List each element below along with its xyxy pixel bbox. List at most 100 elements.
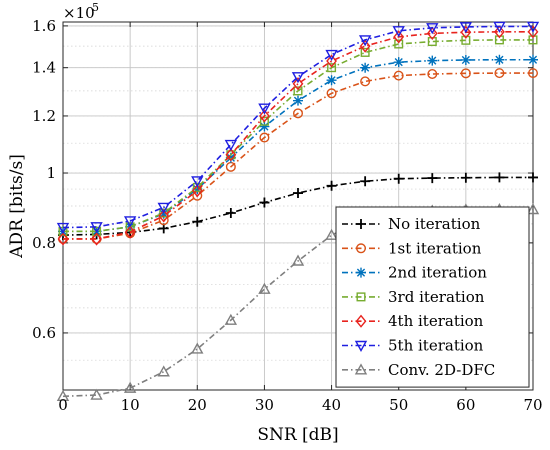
series-3-point (192, 184, 203, 195)
series-1-point (528, 172, 538, 183)
series-7-point (526, 203, 540, 215)
series-1-point (326, 180, 337, 191)
series-1-point (192, 216, 203, 227)
series-5-point (426, 26, 438, 41)
series-4-point (360, 47, 370, 57)
series-4-point (327, 63, 337, 73)
legend-box (335, 206, 530, 388)
legend-marker (356, 219, 366, 229)
series-5-point (259, 109, 270, 123)
y-tick-label: 1.2 (32, 107, 56, 125)
series-3-point (393, 57, 404, 68)
series-6-point (392, 26, 405, 38)
legend-marker (354, 363, 368, 375)
legend-label: No iteration (388, 215, 481, 233)
plot-frame (62, 21, 534, 391)
series-5-line (63, 31, 533, 240)
series-1-point (494, 172, 505, 183)
series-5-point (326, 54, 337, 68)
legend-label: Conv. 2D-DFC (388, 361, 495, 379)
series-3-point (326, 75, 337, 86)
series-3-line (63, 58, 533, 233)
series-5-point (292, 77, 304, 91)
series-4-point (528, 35, 538, 45)
series-3-point (293, 95, 303, 106)
series-3-point (360, 62, 371, 73)
series-5-point (91, 232, 102, 246)
x-tick-label: 0 (58, 396, 68, 414)
series-1-point (259, 197, 270, 208)
series-6 (56, 21, 540, 235)
legend-entry: 5th iteration (342, 337, 484, 355)
series-5-point (359, 39, 371, 53)
series-6-point (258, 103, 271, 115)
y-tick-label: 1.6 (32, 17, 56, 35)
legend-label: 1st iteration (388, 239, 482, 257)
legend-entry: 4th iteration (342, 312, 484, 330)
series-6-point (493, 21, 506, 33)
series-7-point (90, 388, 103, 400)
series-7-point (157, 365, 170, 377)
series-4-point (293, 86, 303, 96)
tick-labels: 0 10 20 30 40 50 60 70 0.6 0.8 1 1.2 1.4 1.6 (32, 17, 542, 414)
y-tick-label: 1.4 (32, 59, 56, 77)
series-5-point (225, 148, 237, 162)
x-axis-title: SNR [dB] (257, 425, 338, 445)
series-5-point (191, 184, 203, 198)
series-7-point (224, 313, 238, 325)
series-7-point (56, 389, 70, 402)
series-4-point (259, 116, 269, 126)
series-3-point (427, 55, 438, 66)
series-6-line (62, 25, 533, 229)
series-6-point (426, 23, 439, 35)
series-6-point (224, 139, 238, 152)
series-3-point (528, 54, 538, 65)
x-tick-label: 50 (389, 396, 408, 414)
y-tick-label: 0.6 (32, 324, 56, 342)
series-5 (57, 25, 539, 246)
series-1-point (393, 173, 404, 184)
y-axis-title: ADR [bits/s] (7, 154, 27, 259)
series-1-point (293, 188, 303, 199)
axes-layer (62, 21, 534, 391)
series-2-point (293, 108, 304, 119)
y-tick-label: 1 (46, 164, 56, 182)
series-2-point (393, 70, 404, 81)
series-5-point (494, 25, 505, 39)
x-tick-label: 10 (121, 396, 140, 414)
series-7-point (191, 342, 204, 354)
series-7-point (291, 254, 305, 266)
series-2-point (427, 69, 438, 80)
series-6-point (291, 72, 305, 84)
y-multiplier-exponent: 5 (92, 1, 99, 14)
legend-marker (356, 243, 367, 254)
series-4-point (494, 35, 504, 45)
series-2-point (259, 132, 270, 143)
series-4-line (63, 39, 533, 233)
series-5-point (158, 209, 170, 223)
x-tick-label: 20 (188, 396, 207, 414)
series-2-line (63, 72, 533, 240)
x-tick-label: 30 (255, 396, 274, 414)
series-4-point (427, 37, 437, 47)
series-4-point (394, 39, 404, 49)
y-tick-label: 0.8 (32, 234, 56, 252)
series-5-point (57, 232, 69, 246)
series-6-point (325, 49, 338, 61)
x-tick-label: 40 (322, 396, 341, 414)
series-5-point (460, 25, 472, 39)
series-1-point (460, 172, 471, 183)
x-tick-label: 60 (456, 396, 475, 414)
series-6-point (526, 21, 540, 33)
legend-entry: 1st iteration (342, 239, 482, 257)
series-2-point (494, 68, 505, 79)
legend-entry: 3rd iteration (342, 288, 485, 306)
series-2-point (460, 68, 471, 79)
series-2-point (326, 88, 337, 99)
x-tick-label: 70 (523, 396, 542, 414)
y-multiplier-base: ×10 (63, 4, 95, 22)
series-5-point (124, 225, 136, 239)
legend-entry: 2nd iteration (342, 264, 487, 282)
series-6-point (90, 222, 103, 234)
series-5-point (527, 25, 539, 39)
